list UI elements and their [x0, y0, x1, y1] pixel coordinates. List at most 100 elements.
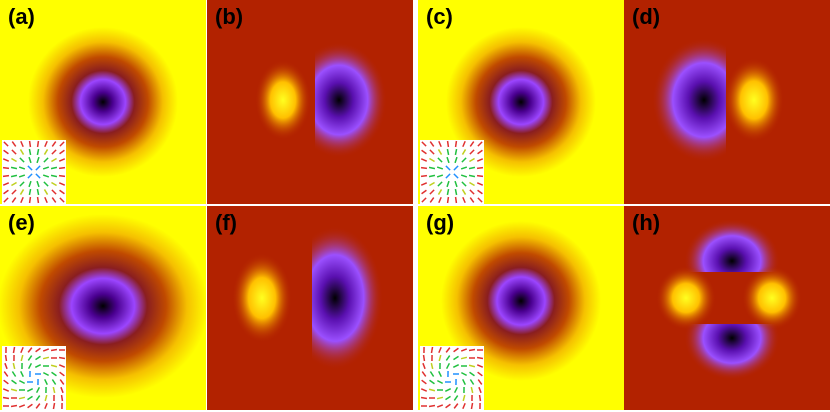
spin-arrow [453, 403, 459, 409]
spin-arrow [446, 196, 450, 204]
spin-arrow [51, 371, 57, 377]
spin-arrow [10, 174, 18, 178]
spin-arrow [469, 189, 475, 195]
spin-arrow [11, 189, 17, 195]
spin-arrow [43, 181, 49, 187]
spin-arrow [468, 364, 476, 368]
spin-arrow [3, 149, 9, 155]
spin-arrow [438, 354, 442, 362]
spin-arrow [18, 379, 26, 385]
spin-arrow [19, 157, 25, 163]
spin-arrow [438, 370, 442, 378]
spin-arrow [27, 347, 33, 353]
spin-arrow [20, 354, 24, 362]
spin-arrow [27, 165, 33, 171]
spin-arrow [58, 182, 66, 186]
spin-arrow [445, 362, 451, 370]
spin-arrow [478, 386, 482, 394]
spin-arrow [468, 174, 476, 178]
panel: (c) [418, 0, 624, 204]
panel: (b) [207, 0, 413, 204]
panel-content [418, 206, 624, 410]
spin-arrow [50, 348, 58, 352]
spin-arrow [3, 197, 9, 203]
spin-arrow [462, 378, 466, 386]
spin-arrow [58, 174, 66, 178]
spin-arrow [19, 181, 25, 187]
spin-arrow [421, 149, 427, 155]
spin-arrow [429, 189, 435, 195]
spin-arrow [35, 173, 41, 179]
spin-arrow [20, 140, 24, 148]
spin-arrow [59, 197, 65, 203]
spin-arrow [470, 386, 474, 394]
spin-arrow [36, 188, 40, 196]
spin-arrow [452, 364, 460, 368]
spin-arrow [430, 362, 434, 370]
spin-arrow [422, 362, 426, 370]
spin-arrow [476, 364, 484, 368]
inset-background [2, 346, 66, 410]
spin-arrow [445, 165, 451, 171]
spin-arrow [453, 386, 459, 394]
spin-arrow [438, 140, 442, 148]
bright-lobe [255, 60, 311, 140]
spin-arrow [3, 141, 9, 147]
spin-arrow [51, 379, 57, 385]
spin-arrow [36, 180, 40, 188]
spin-arrow [446, 140, 450, 148]
spin-arrow [27, 173, 33, 179]
panel: (f) [207, 206, 413, 410]
spin-arrow [44, 140, 48, 148]
spin-arrow [51, 157, 57, 163]
spin-texture-inset [420, 346, 484, 410]
spin-arrow [35, 403, 41, 409]
spin-arrow [3, 189, 9, 195]
spin-arrow [28, 196, 32, 204]
panel: (g) [418, 206, 624, 410]
spin-arrow [51, 197, 57, 203]
spin-arrow [454, 140, 458, 148]
spin-arrow [476, 158, 484, 162]
spin-arrow [469, 197, 475, 203]
spin-arrow [11, 371, 17, 377]
panel: (d) [624, 0, 830, 204]
panel-label: (f) [215, 210, 237, 235]
spin-arrow [421, 189, 427, 195]
spin-arrow [430, 346, 434, 354]
spin-arrow [27, 362, 33, 370]
spin-arrow [11, 379, 17, 385]
bright-lobe [656, 266, 716, 330]
spin-arrow [19, 189, 25, 195]
spin-arrow [20, 346, 24, 354]
spin-arrow [42, 174, 50, 178]
spin-arrow [436, 404, 444, 408]
dark-lobe [684, 219, 780, 272]
spin-arrow [469, 371, 475, 377]
spin-arrow [42, 356, 50, 360]
panel: (a) [0, 0, 206, 204]
spin-arrow [28, 156, 32, 164]
dark-lobe [315, 42, 387, 158]
spin-arrow [28, 140, 32, 148]
spin-arrow [44, 196, 48, 204]
spin-arrow [462, 196, 466, 204]
spin-arrow [477, 379, 483, 385]
panel-content [207, 206, 413, 410]
spin-arrow [420, 174, 428, 178]
panel-label: (c) [426, 4, 453, 29]
bright-lobe [232, 253, 292, 343]
spin-arrow [42, 348, 50, 352]
spin-arrow [11, 149, 17, 155]
inset-background [420, 140, 484, 204]
figure-gap [413, 0, 417, 412]
spin-arrow [477, 141, 483, 147]
spin-arrow [460, 356, 468, 360]
spin-arrow [470, 402, 474, 410]
spin-arrow [27, 395, 33, 401]
panel-content [624, 206, 830, 410]
spin-arrow [50, 364, 58, 368]
spin-arrow [43, 189, 49, 195]
spin-arrow [429, 181, 435, 187]
spin-arrow [469, 149, 475, 155]
